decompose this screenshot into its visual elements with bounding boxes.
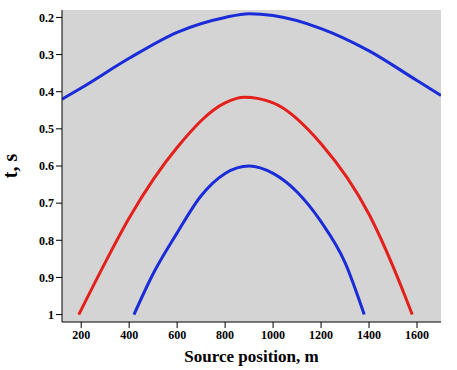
svg-text:0.6: 0.6 (39, 159, 54, 173)
svg-text:0.3: 0.3 (39, 48, 54, 62)
svg-text:1200: 1200 (309, 328, 333, 342)
svg-text:0.5: 0.5 (39, 122, 54, 136)
svg-text:200: 200 (72, 328, 90, 342)
svg-text:0.8: 0.8 (39, 234, 54, 248)
svg-text:400: 400 (120, 328, 138, 342)
svg-text:0.2: 0.2 (39, 11, 54, 25)
svg-text:1600: 1600 (405, 328, 429, 342)
svg-text:1000: 1000 (261, 328, 285, 342)
svg-text:Source position, m: Source position, m (184, 347, 318, 366)
svg-text:800: 800 (216, 328, 234, 342)
svg-text:1: 1 (48, 308, 54, 322)
svg-text:1400: 1400 (357, 328, 381, 342)
svg-text:t, s: t, s (0, 154, 21, 179)
svg-text:600: 600 (168, 328, 186, 342)
svg-text:0.7: 0.7 (39, 196, 54, 210)
svg-text:0.4: 0.4 (39, 85, 54, 99)
svg-text:0.9: 0.9 (39, 271, 54, 285)
